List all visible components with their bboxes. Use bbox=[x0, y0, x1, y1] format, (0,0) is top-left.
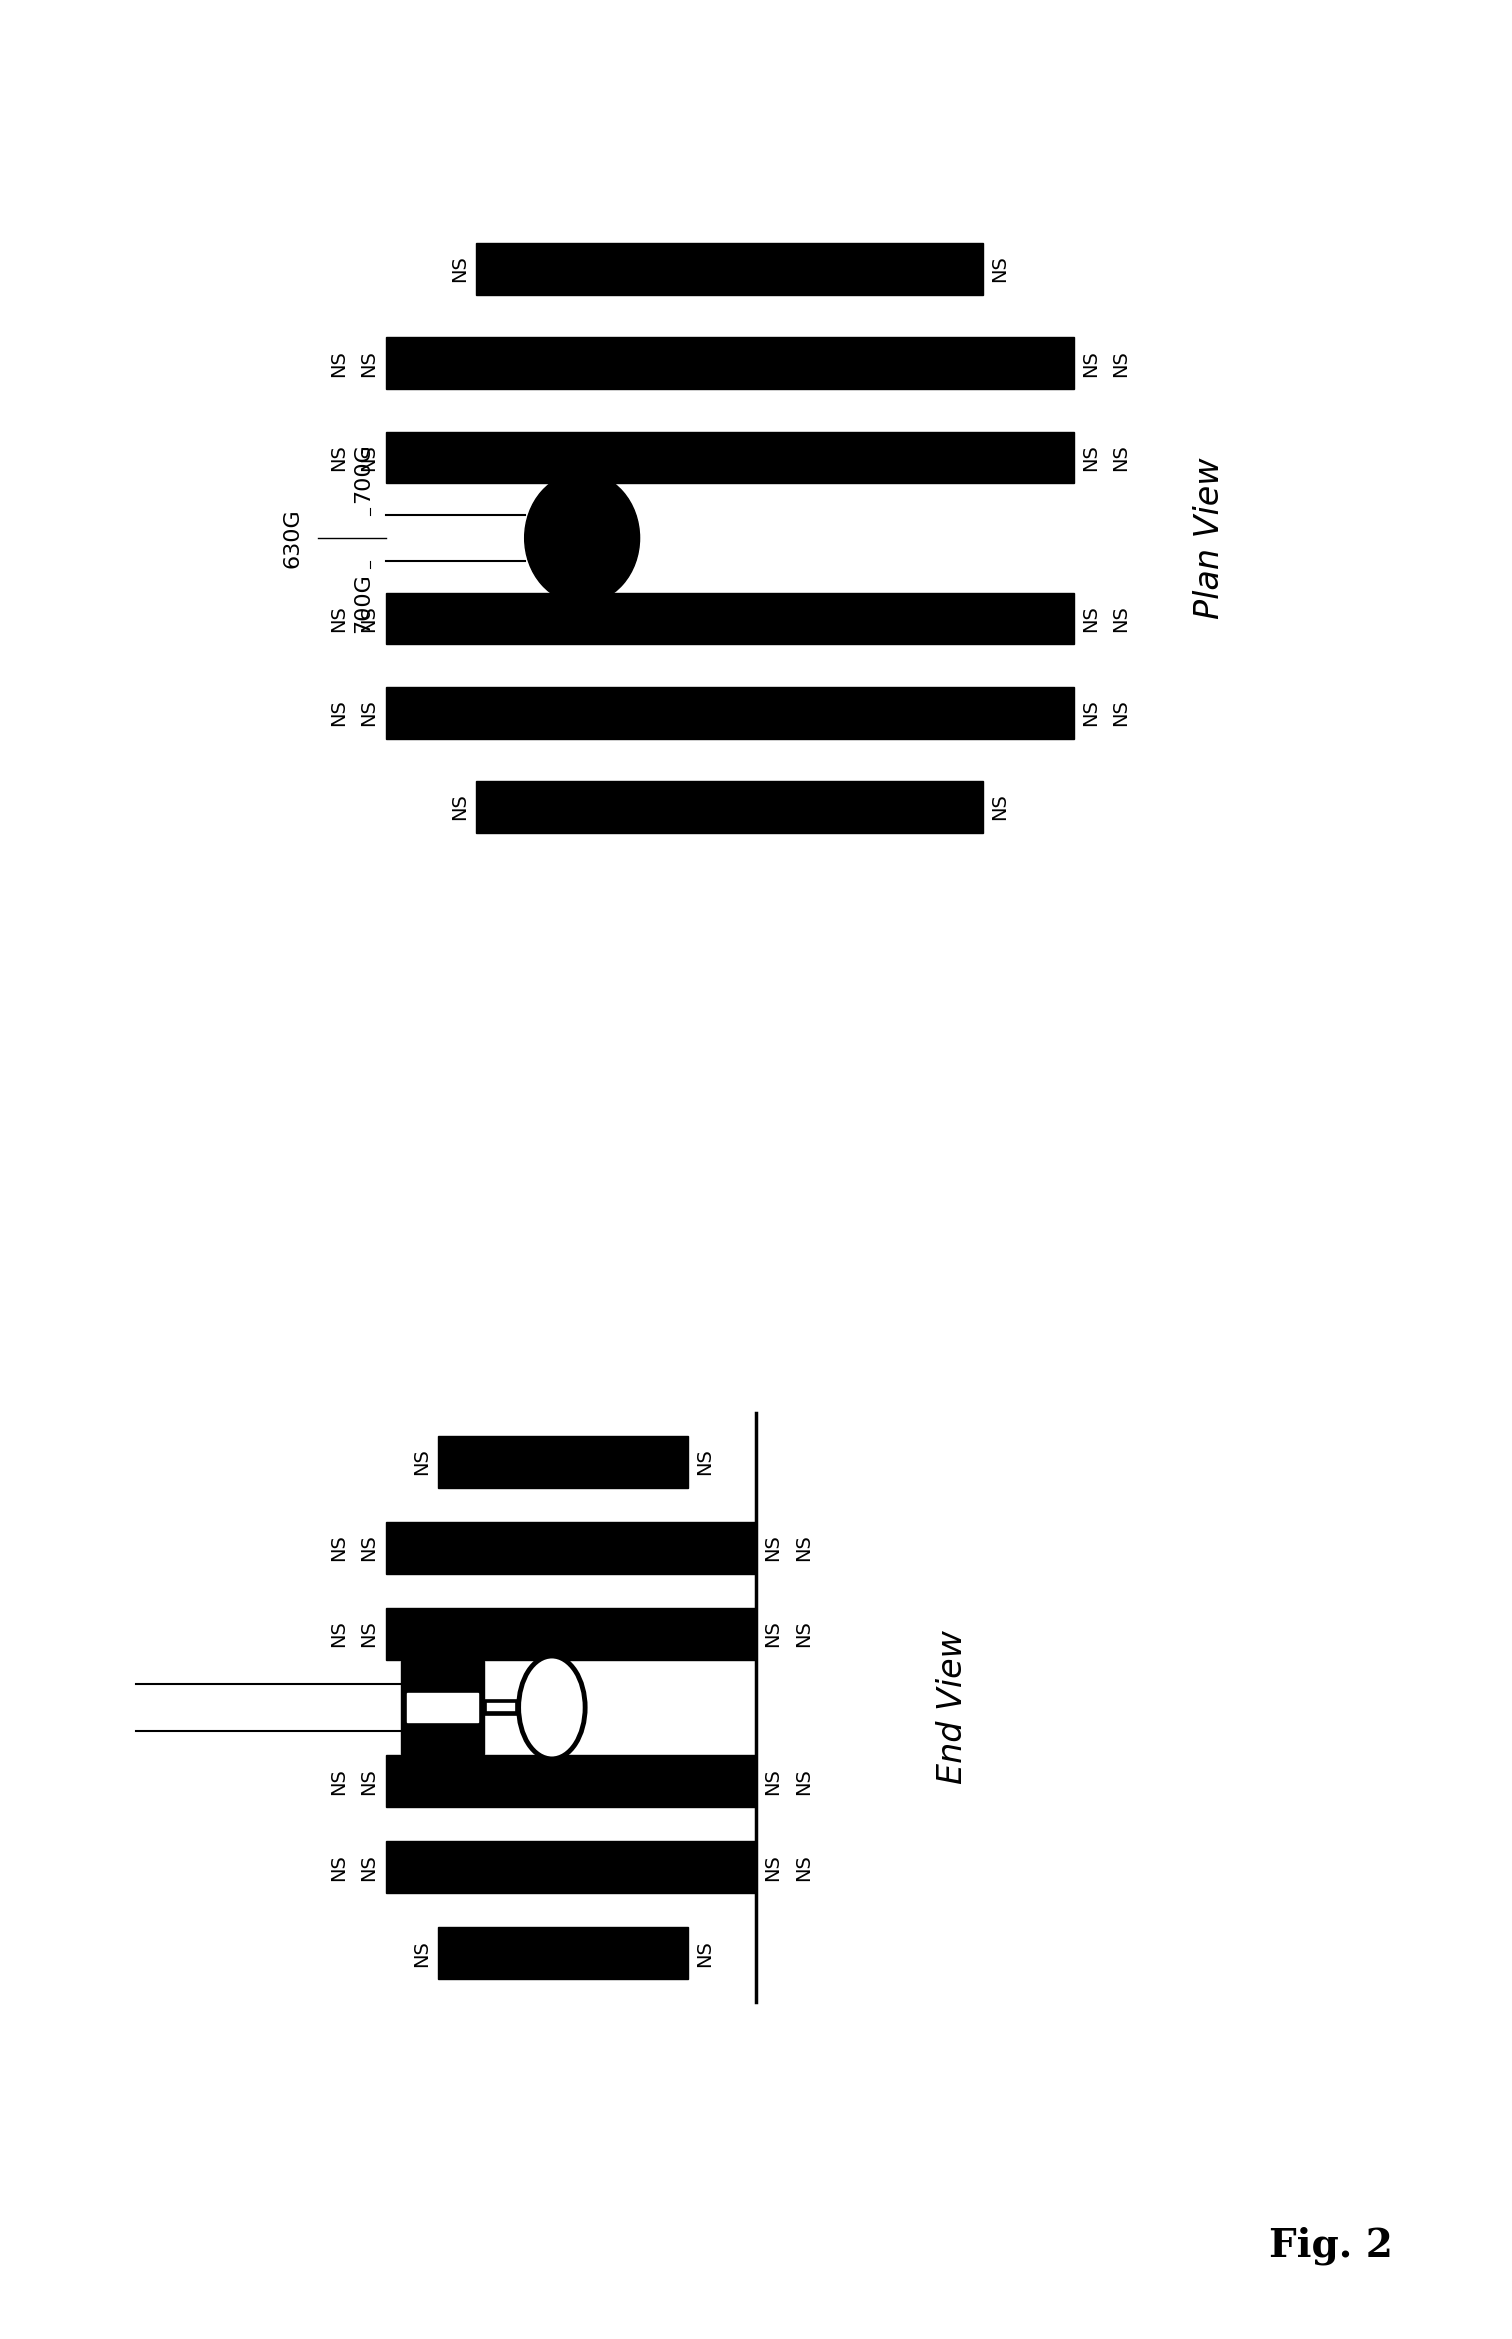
Bar bbox=[386, 1523, 756, 1574]
Bar bbox=[386, 1841, 756, 1892]
Text: Fig. 2: Fig. 2 bbox=[1269, 2227, 1393, 2264]
Text: NS: NS bbox=[358, 699, 378, 725]
Text: NS: NS bbox=[1081, 699, 1101, 725]
Text: End View: End View bbox=[936, 1630, 969, 1785]
Circle shape bbox=[519, 1656, 585, 1759]
Bar bbox=[476, 781, 983, 833]
Text: NS: NS bbox=[411, 1448, 431, 1476]
Text: NS: NS bbox=[358, 1534, 378, 1560]
Text: NS: NS bbox=[764, 1855, 783, 1881]
Bar bbox=[386, 337, 1074, 388]
Text: NS: NS bbox=[696, 1939, 715, 1967]
Text: NS: NS bbox=[1081, 606, 1101, 632]
Bar bbox=[401, 1661, 484, 1754]
Text: 630G: 630G bbox=[283, 508, 302, 568]
Text: NS: NS bbox=[449, 793, 469, 821]
Text: NS: NS bbox=[328, 1534, 348, 1560]
Text: NS: NS bbox=[794, 1621, 813, 1647]
Text: NS: NS bbox=[328, 1768, 348, 1794]
Text: NS: NS bbox=[411, 1939, 431, 1967]
Text: NS: NS bbox=[328, 351, 348, 377]
Bar bbox=[386, 430, 1074, 484]
Text: NS: NS bbox=[1111, 444, 1131, 470]
Text: NS: NS bbox=[794, 1768, 813, 1794]
Text: NS: NS bbox=[328, 606, 348, 632]
Text: NS: NS bbox=[1081, 351, 1101, 377]
Text: NS: NS bbox=[1111, 699, 1131, 725]
Text: NS: NS bbox=[764, 1621, 783, 1647]
Text: 700G: 700G bbox=[352, 573, 373, 634]
Bar bbox=[386, 1754, 756, 1806]
Text: NS: NS bbox=[696, 1448, 715, 1476]
Text: NS: NS bbox=[358, 1621, 378, 1647]
Text: NS: NS bbox=[328, 699, 348, 725]
Bar bbox=[438, 1927, 688, 1979]
Text: NS: NS bbox=[794, 1855, 813, 1881]
Text: NS: NS bbox=[764, 1768, 783, 1794]
Text: NS: NS bbox=[358, 606, 378, 632]
Text: NS: NS bbox=[1081, 444, 1101, 470]
Bar bbox=[438, 1436, 688, 1488]
Text: NS: NS bbox=[764, 1534, 783, 1560]
Text: NS: NS bbox=[358, 351, 378, 377]
Text: NS: NS bbox=[990, 255, 1010, 283]
Text: NS: NS bbox=[794, 1534, 813, 1560]
Text: NS: NS bbox=[1111, 606, 1131, 632]
Text: NS: NS bbox=[328, 1855, 348, 1881]
Bar bbox=[386, 688, 1074, 739]
Text: NS: NS bbox=[990, 793, 1010, 821]
Bar bbox=[386, 1609, 756, 1661]
Ellipse shape bbox=[525, 472, 640, 603]
Bar bbox=[386, 592, 1074, 643]
Bar bbox=[476, 243, 983, 295]
Text: 700G: 700G bbox=[352, 442, 373, 503]
Text: NS: NS bbox=[358, 1768, 378, 1794]
Text: NS: NS bbox=[358, 444, 378, 470]
Text: Plan View: Plan View bbox=[1193, 456, 1226, 620]
Bar bbox=[407, 1693, 478, 1722]
Text: NS: NS bbox=[1111, 351, 1131, 377]
Text: NS: NS bbox=[328, 444, 348, 470]
Text: NS: NS bbox=[449, 255, 469, 283]
Text: NS: NS bbox=[358, 1855, 378, 1881]
Text: NS: NS bbox=[328, 1621, 348, 1647]
